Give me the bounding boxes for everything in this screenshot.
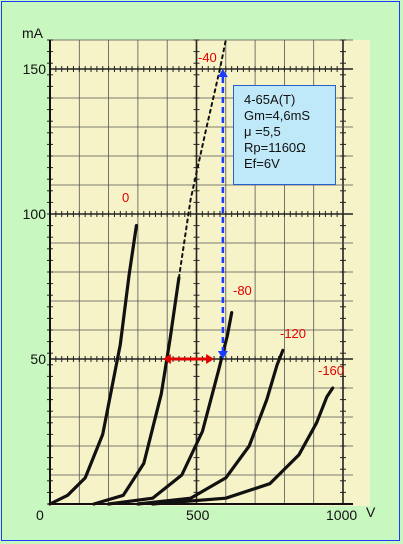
info-line-mu: μ =5,5 (244, 124, 281, 139)
curve-label: 0 (122, 190, 129, 205)
delta-v-arrow-right-head (206, 354, 215, 364)
curve-grid-40 (92, 276, 181, 506)
y-tick-label: 100 (23, 206, 47, 222)
info-line-type: 4-65A(T) (244, 92, 296, 107)
curve-grid-160 (151, 386, 335, 506)
info-line-ef: Ef=6V (244, 156, 280, 171)
delta-i-arrow-bottom-head (217, 351, 228, 359)
curve-label: -120 (280, 326, 306, 341)
x-tick-label: 0 (36, 507, 44, 523)
delta-v-arrow-left-head (162, 354, 171, 364)
x-axis-unit-label: V (366, 504, 376, 520)
delta-i-arrow-top-head (217, 69, 228, 77)
x-tick-label: 1000 (326, 507, 357, 523)
curve-label: -80 (233, 283, 252, 298)
curves (48, 39, 335, 506)
annotations (162, 69, 228, 364)
info-line-gm: Gm=4,6mS (244, 108, 311, 123)
curve-grid-40-dashed (177, 39, 227, 279)
curve-label: -40 (198, 50, 217, 65)
info-line-rp: Rp=1160Ω (244, 140, 306, 155)
tick-labels: 0 500 1000 50 100 150 0 -40 -80 -120 -160 (23, 50, 358, 523)
curve-grid-80 (107, 311, 234, 506)
y-axis-unit-label: mA (22, 25, 44, 41)
curve-grid-120 (136, 348, 285, 506)
axes (47, 39, 353, 505)
x-tick-label: 500 (186, 507, 210, 523)
curve-label: -160 (318, 363, 344, 378)
y-tick-label: 50 (30, 351, 46, 367)
curve-grid-0 (48, 224, 138, 506)
tube-info-box: 4-65A(T) Gm=4,6mS μ =5,5 Rp=1160Ω Ef=6V (233, 85, 336, 185)
y-tick-label: 150 (23, 61, 47, 77)
